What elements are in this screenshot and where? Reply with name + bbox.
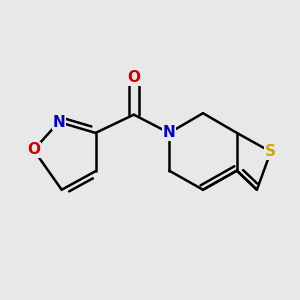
Text: N: N: [163, 125, 175, 140]
Text: N: N: [52, 115, 65, 130]
Text: O: O: [27, 142, 40, 158]
Text: S: S: [265, 144, 276, 159]
Text: O: O: [127, 70, 140, 86]
